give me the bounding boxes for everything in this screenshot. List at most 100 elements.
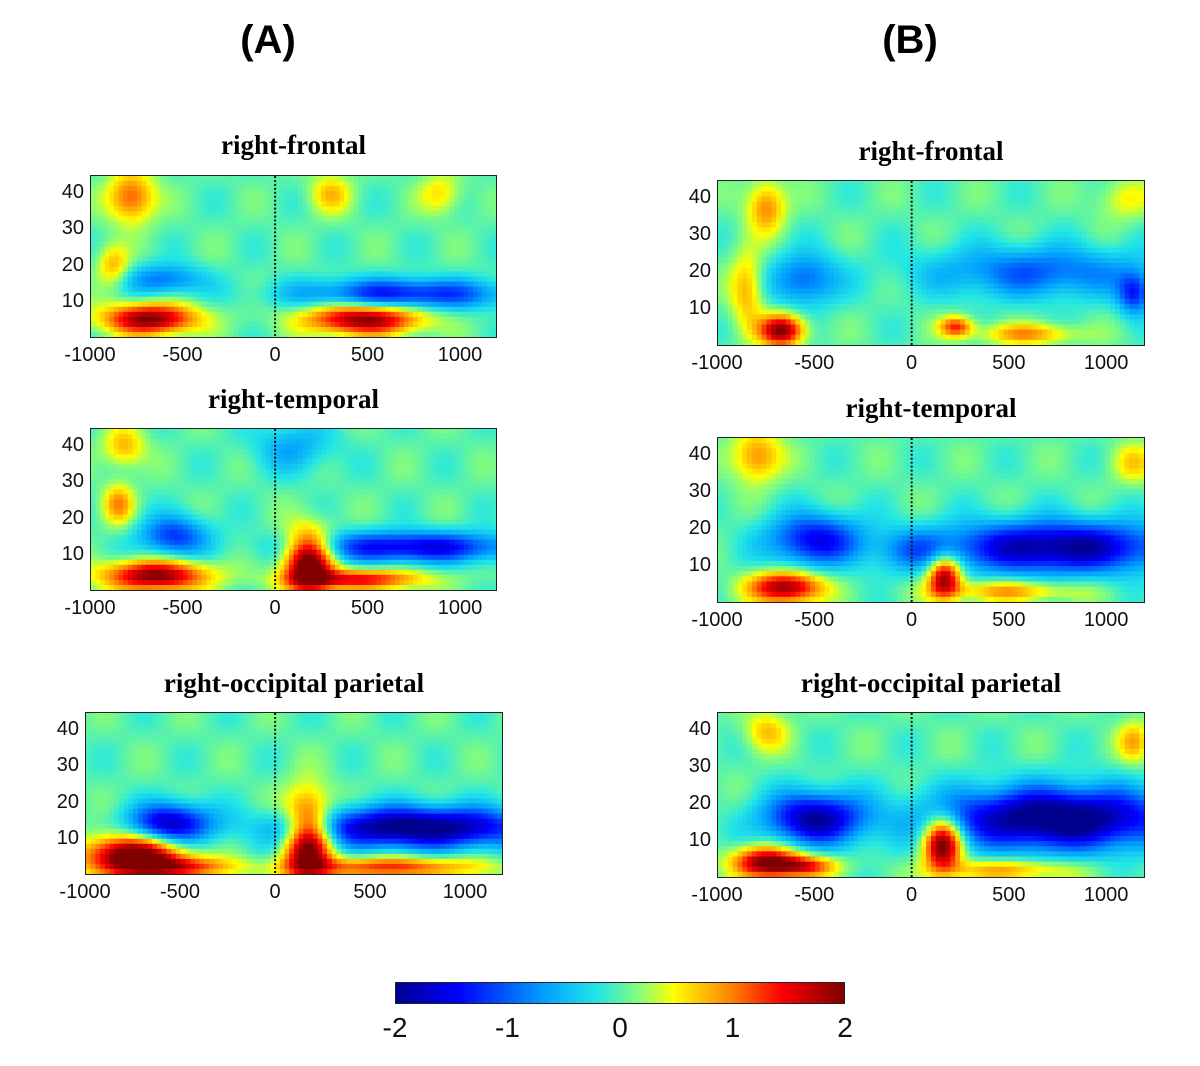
heatmap-cell (127, 246, 134, 253)
heatmap-cell (468, 236, 474, 243)
heatmap-cell (187, 444, 193, 450)
heatmap-cell (390, 519, 396, 526)
heatmap-cell (408, 444, 414, 450)
heatmap-cell (403, 196, 410, 202)
heatmap-cell (229, 271, 235, 278)
heatmap-cell (321, 241, 327, 248)
heatmap-cell (376, 529, 382, 536)
heatmap-cell (344, 311, 350, 318)
heatmap-cell (275, 549, 281, 556)
heatmap-cell (164, 191, 170, 197)
heatmap-cell (104, 544, 111, 551)
heatmap-cell (169, 256, 175, 263)
heatmap-cell (233, 176, 239, 182)
heatmap-cell (91, 251, 97, 258)
heatmap-cell (385, 504, 391, 511)
heatmap-cell (219, 281, 226, 288)
heatmap-cell (242, 211, 249, 217)
heatmap-cell (298, 519, 304, 526)
heatmap-cell (440, 271, 446, 278)
heatmap-cell (229, 514, 235, 521)
heatmap-cell (164, 196, 170, 202)
heatmap-cell (169, 311, 175, 318)
heatmap-cell (348, 216, 354, 222)
heatmap-cell (109, 469, 115, 475)
heatmap-cell (486, 241, 492, 248)
heatmap-cell (334, 296, 341, 303)
heatmap-cell (104, 504, 111, 511)
heatmap-cell (459, 196, 465, 202)
heatmap-cell (196, 549, 203, 556)
heatmap-cell (118, 296, 124, 303)
heatmap-cell (270, 176, 276, 182)
heatmap-cell (293, 316, 299, 323)
heatmap-cell (196, 539, 203, 546)
heatmap-cell (252, 236, 258, 243)
heatmap-cell (210, 236, 216, 243)
heatmap-cell (380, 444, 387, 450)
heatmap-cell (394, 519, 400, 526)
heatmap-cell (169, 519, 175, 526)
heatmap-cell (491, 301, 496, 308)
heatmap-cell (371, 484, 377, 490)
heatmap-cell (160, 311, 166, 318)
heatmap-cell (229, 504, 235, 511)
heatmap-cell (325, 206, 331, 212)
heatmap-cell (192, 464, 198, 470)
heatmap-cell (417, 186, 423, 192)
heatmap-cell (91, 176, 97, 182)
heatmap-cell (422, 241, 428, 248)
heatmap-cell (127, 216, 134, 222)
heatmap-cell (399, 246, 405, 253)
heatmap-cell (275, 429, 281, 435)
heatmap-cell (302, 261, 308, 268)
heatmap-cell (325, 241, 331, 248)
heatmap-cell (454, 434, 460, 440)
heatmap-cell (288, 434, 295, 440)
heatmap-cell (284, 539, 290, 546)
heatmap-cell (187, 321, 193, 328)
heatmap-cell (477, 489, 483, 496)
heatmap-cell (380, 524, 387, 531)
heatmap-cell (376, 519, 382, 526)
heatmap-cell (183, 251, 189, 258)
heatmap-cell (173, 484, 180, 490)
heatmap-cell (390, 271, 396, 278)
heatmap-cell (123, 306, 129, 313)
heatmap-cell (436, 231, 442, 237)
heatmap-cell (224, 494, 230, 501)
heatmap-cell (169, 261, 175, 268)
heatmap-cell (449, 296, 456, 303)
heatmap-cell (362, 226, 368, 232)
heatmap-cell (178, 296, 184, 303)
heatmap-cell (100, 449, 106, 455)
heatmap-cell (311, 181, 318, 187)
heatmap-cell (210, 286, 216, 293)
heatmap-cell (422, 206, 428, 212)
heatmap-cell (426, 524, 433, 531)
heatmap-cell (118, 256, 124, 263)
heatmap-cell (109, 434, 115, 440)
heatmap-cell (371, 464, 377, 470)
heatmap-cell (353, 449, 359, 455)
heatmap-cell (348, 326, 354, 333)
heatmap-cell (482, 241, 488, 248)
heatmap-cell (486, 201, 492, 207)
heatmap-cell (127, 469, 134, 475)
heatmap-cell (449, 499, 456, 506)
heatmap-cell (380, 464, 387, 470)
heatmap-cell (206, 286, 212, 293)
heatmap-cell (463, 271, 469, 278)
heatmap-cell (109, 196, 115, 202)
heatmap-cell (238, 291, 244, 298)
heatmap-cell (169, 439, 175, 445)
heatmap-cell (233, 231, 239, 237)
heatmap-cell (270, 306, 276, 313)
heatmap-cell (173, 256, 180, 263)
heatmap-cell (252, 206, 258, 212)
heatmap-cell (256, 206, 262, 212)
heatmap-cell (344, 544, 350, 551)
heatmap-cell (95, 311, 101, 318)
heatmap-cell (357, 464, 364, 470)
heatmap-cell (472, 286, 479, 293)
